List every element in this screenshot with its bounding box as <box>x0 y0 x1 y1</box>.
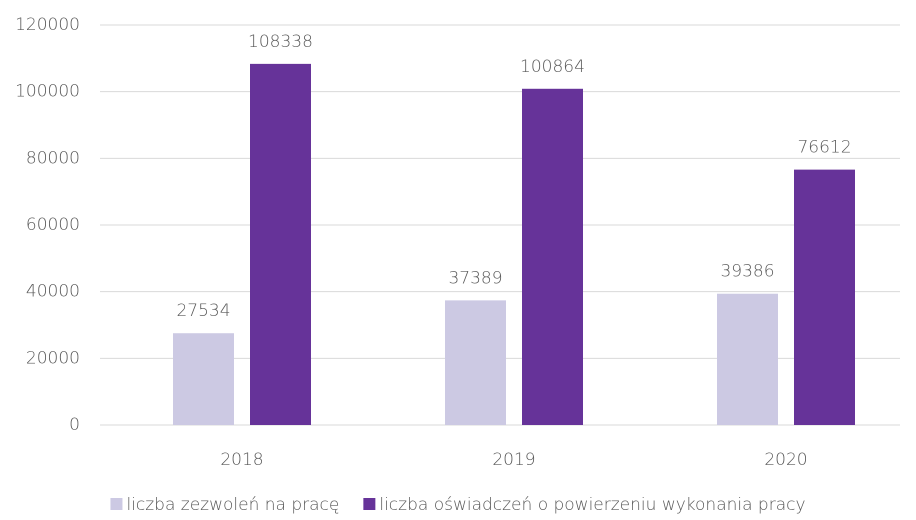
legend-swatch <box>363 498 376 510</box>
y-tick-label: 60000 <box>26 215 80 235</box>
data-label: 37389 <box>448 268 502 288</box>
y-tick-label: 80000 <box>26 148 80 168</box>
bar <box>522 88 583 425</box>
legend-label: liczba zezwoleń na pracę <box>126 495 339 515</box>
x-tick-label: 2020 <box>764 450 807 470</box>
x-tick-label: 2018 <box>220 450 263 470</box>
y-tick-label: 120000 <box>15 15 80 35</box>
y-tick-label: 40000 <box>26 282 80 302</box>
data-label: 27534 <box>176 301 230 321</box>
y-tick-label: 20000 <box>26 348 80 368</box>
bar <box>794 169 855 425</box>
bar <box>173 333 234 425</box>
data-label: 108338 <box>248 32 313 52</box>
data-label: 76612 <box>797 138 851 158</box>
bar <box>717 293 778 425</box>
legend-swatch <box>110 498 123 510</box>
data-label: 39386 <box>720 262 774 282</box>
bar <box>445 300 506 425</box>
y-tick-label: 100000 <box>15 82 80 102</box>
legend-label: liczba oświadczeń o powierzeniu wykonani… <box>379 495 805 515</box>
data-label: 100864 <box>520 57 585 77</box>
x-tick-label: 2019 <box>492 450 535 470</box>
bar <box>250 63 311 426</box>
y-tick-label: 0 <box>69 415 80 435</box>
